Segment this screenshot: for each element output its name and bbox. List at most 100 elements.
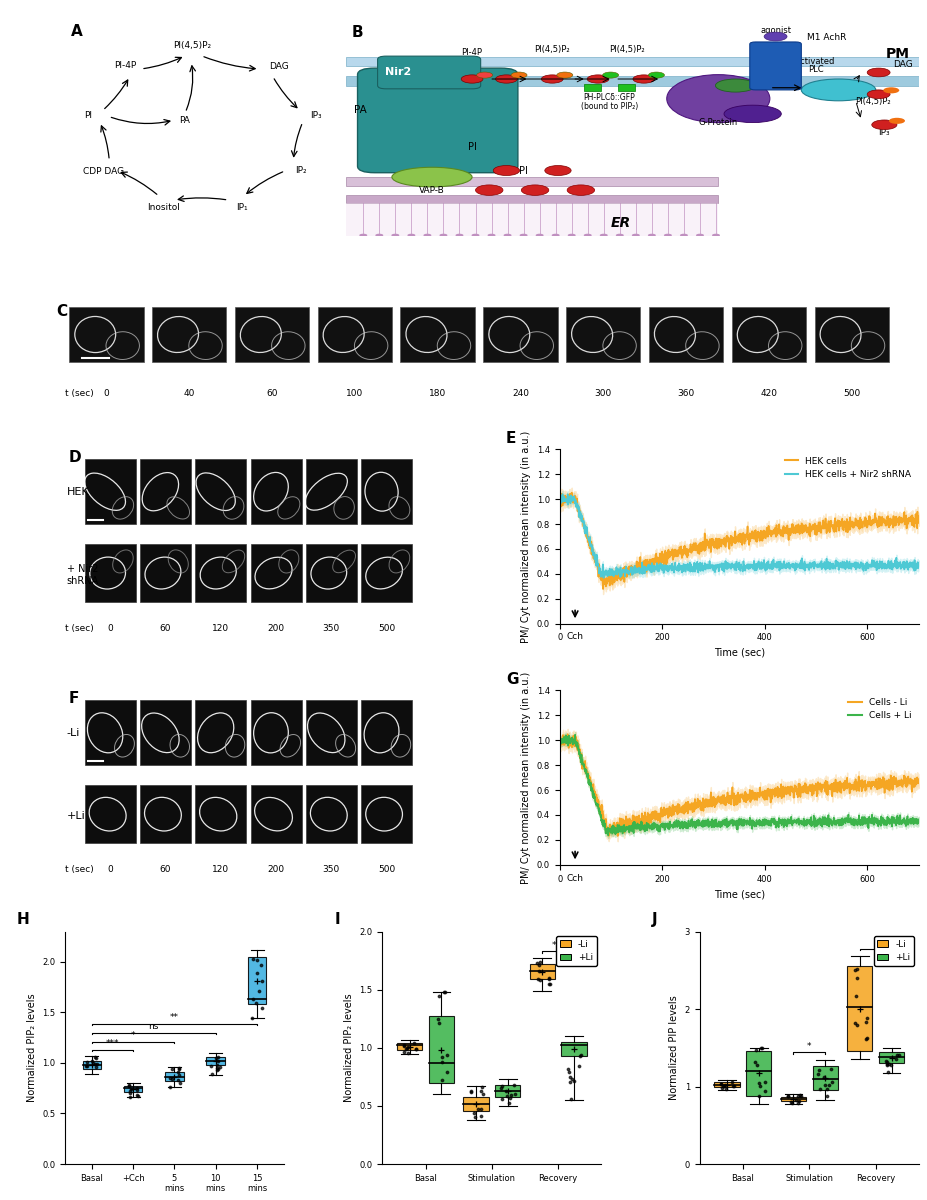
Point <box>131 1086 146 1105</box>
Point <box>162 1069 177 1088</box>
Text: G-Protein: G-Protein <box>698 118 737 127</box>
Bar <box>714 1082 739 1087</box>
Ellipse shape <box>391 167 472 187</box>
Point <box>716 1076 730 1096</box>
Text: PI(4,5)P₂: PI(4,5)P₂ <box>608 46 643 54</box>
Point <box>80 1057 95 1076</box>
Point <box>502 1093 516 1112</box>
Text: 300: 300 <box>594 389 611 398</box>
Bar <box>745 1051 770 1096</box>
Point <box>130 1080 145 1099</box>
Bar <box>346 77 918 85</box>
Point <box>210 1055 224 1074</box>
Point <box>408 1039 423 1058</box>
Text: *: * <box>872 938 877 948</box>
Text: 500: 500 <box>377 624 395 632</box>
Text: G: G <box>505 672 518 686</box>
Text: 0: 0 <box>104 389 109 398</box>
Point <box>572 1046 587 1066</box>
Text: 100: 100 <box>346 389 363 398</box>
Point <box>714 1079 729 1098</box>
Circle shape <box>495 74 516 83</box>
Circle shape <box>632 74 654 83</box>
Point <box>717 1075 732 1094</box>
Circle shape <box>763 32 786 41</box>
Bar <box>206 1057 224 1066</box>
Point <box>430 1009 445 1028</box>
Text: PI-4P: PI-4P <box>461 48 482 58</box>
Point <box>888 1050 903 1069</box>
Circle shape <box>883 88 898 94</box>
Bar <box>529 964 554 979</box>
Circle shape <box>535 234 543 236</box>
Bar <box>565 307 640 362</box>
Text: CDP DAG: CDP DAG <box>83 167 124 176</box>
Point <box>756 1081 771 1100</box>
Text: 40: 40 <box>184 389 195 398</box>
Text: DAG: DAG <box>269 62 288 72</box>
Circle shape <box>663 234 671 236</box>
Point <box>121 1076 136 1096</box>
Point <box>208 1048 222 1067</box>
Point <box>493 1079 508 1098</box>
Point <box>171 1062 185 1081</box>
Circle shape <box>487 234 495 236</box>
Text: t (sec): t (sec) <box>65 865 94 874</box>
Point <box>249 950 264 970</box>
Point <box>399 1039 413 1058</box>
Circle shape <box>493 166 519 175</box>
Point <box>212 1057 227 1076</box>
Text: 0: 0 <box>108 624 113 632</box>
Text: PI(4,5)P₂: PI(4,5)P₂ <box>854 97 890 107</box>
Circle shape <box>870 120 896 130</box>
Point <box>171 1058 185 1078</box>
Point <box>435 1052 450 1072</box>
Text: 60: 60 <box>159 865 171 874</box>
Point <box>162 1078 177 1097</box>
Text: **: ** <box>170 1013 179 1022</box>
Point <box>883 1056 898 1075</box>
Bar <box>428 1016 453 1082</box>
Point <box>503 1086 518 1105</box>
Point <box>165 1069 180 1088</box>
Bar <box>306 701 357 766</box>
Point <box>754 1038 768 1057</box>
Point <box>164 1060 179 1079</box>
Legend: HEK cells, HEK cells + Nir2 shRNA: HEK cells, HEK cells + Nir2 shRNA <box>781 454 913 482</box>
Point <box>726 1076 741 1096</box>
Text: *: * <box>806 1043 810 1051</box>
Bar <box>397 1043 422 1050</box>
Bar <box>235 307 309 362</box>
Bar <box>70 307 144 362</box>
Point <box>436 983 451 1002</box>
Circle shape <box>551 234 559 236</box>
Point <box>566 1072 581 1091</box>
Text: 180: 180 <box>428 389 446 398</box>
Bar <box>731 307 806 362</box>
Circle shape <box>375 234 383 236</box>
Y-axis label: Normalized PIP₂ levels: Normalized PIP₂ levels <box>27 994 36 1102</box>
Text: 350: 350 <box>323 865 339 874</box>
Circle shape <box>599 234 607 236</box>
FancyBboxPatch shape <box>357 68 517 173</box>
Text: *: * <box>131 1031 135 1040</box>
Point <box>849 959 864 978</box>
Point <box>502 1088 516 1108</box>
Point <box>562 1068 577 1087</box>
Point <box>819 1080 833 1099</box>
Bar <box>306 460 357 524</box>
Point <box>823 1060 838 1079</box>
Point <box>756 1073 771 1092</box>
Text: PI(4,5)P₂: PI(4,5)P₂ <box>173 41 211 50</box>
Text: D: D <box>69 450 82 466</box>
Point <box>820 1075 835 1094</box>
Ellipse shape <box>801 79 875 101</box>
Point <box>717 1079 732 1098</box>
Text: PLC: PLC <box>807 65 822 73</box>
Point <box>879 1055 894 1074</box>
Point <box>431 1013 446 1032</box>
Point <box>87 1055 102 1074</box>
Point <box>437 983 451 1002</box>
Text: 60: 60 <box>159 624 171 632</box>
Circle shape <box>391 234 399 236</box>
